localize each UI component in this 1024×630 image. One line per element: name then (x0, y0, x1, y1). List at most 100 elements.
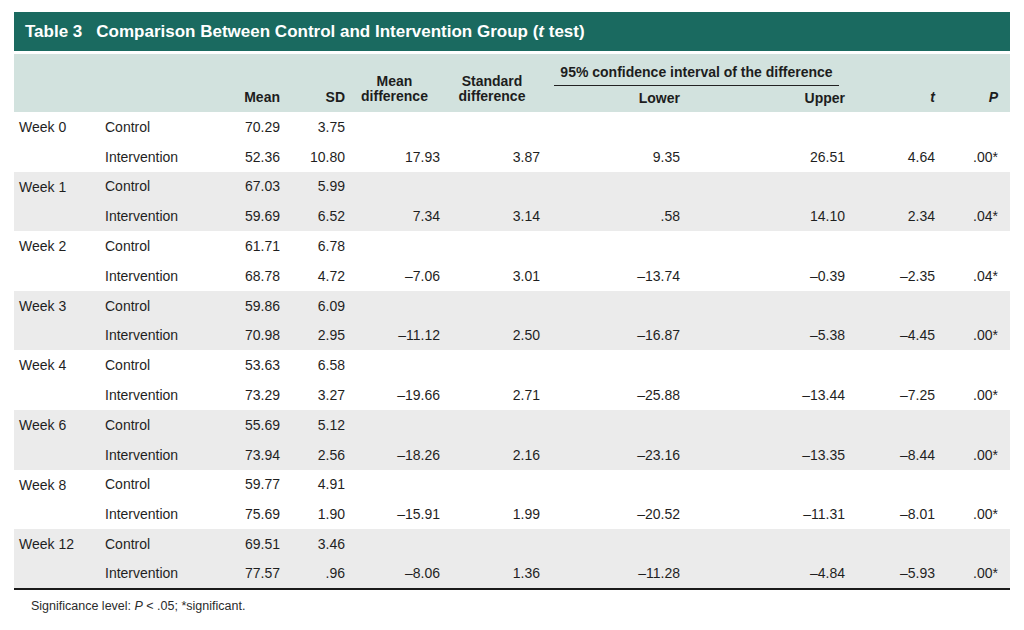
group-label: Intervention (100, 201, 230, 231)
cell-mean: 73.29 (230, 380, 284, 410)
cell-upper (684, 231, 849, 261)
cell-p: .00* (939, 321, 1010, 351)
table-title-bar: Table 3 Comparison Between Control and I… (14, 12, 1010, 51)
cell-p: .00* (939, 440, 1010, 470)
cell-mean-difference: –15.91 (349, 499, 444, 529)
cell-mean-difference: –18.26 (349, 440, 444, 470)
col-header-sd: SD (284, 54, 349, 112)
group-label: Intervention (100, 321, 230, 351)
group-label: Control (100, 410, 230, 440)
cell-t: –8.44 (849, 440, 939, 470)
cell-standard-difference: 3.14 (444, 201, 544, 231)
cell-sd: 4.91 (284, 470, 349, 500)
cell-lower (544, 470, 684, 500)
table-number: Table 3 (25, 22, 82, 42)
cell-p (939, 410, 1010, 440)
cell-standard-difference (444, 350, 544, 380)
cell-upper (684, 529, 849, 559)
cell-standard-difference (444, 291, 544, 321)
cell-sd: 5.99 (284, 172, 349, 202)
group-label: Intervention (100, 499, 230, 529)
cell-upper: –13.35 (684, 440, 849, 470)
cell-t: 2.34 (849, 201, 939, 231)
cell-t: –7.25 (849, 380, 939, 410)
cell-t (849, 231, 939, 261)
cell-sd: 1.90 (284, 499, 349, 529)
group-label: Control (100, 172, 230, 202)
table-row: Intervention 77.57 .96 –8.06 1.36 –11.28… (14, 559, 1010, 589)
cell-mean: 77.57 (230, 559, 284, 589)
cell-mean-difference (349, 231, 444, 261)
cell-t: –2.35 (849, 261, 939, 291)
group-label: Control (100, 112, 230, 142)
cell-t: 4.64 (849, 142, 939, 172)
cell-standard-difference: 1.36 (444, 559, 544, 589)
table-row: Intervention 73.94 2.56 –18.26 2.16 –23.… (14, 440, 1010, 470)
table-row: Intervention 52.36 10.80 17.93 3.87 9.35… (14, 142, 1010, 172)
cell-lower (544, 231, 684, 261)
week-label: Week 2 (14, 231, 100, 291)
table-row: Week 3 Control 59.86 6.09 (14, 291, 1010, 321)
cell-lower (544, 529, 684, 559)
cell-mean: 69.51 (230, 529, 284, 559)
cell-standard-difference: 2.71 (444, 380, 544, 410)
col-header-empty (14, 54, 230, 112)
week-label: Week 0 (14, 112, 100, 172)
cell-mean: 75.69 (230, 499, 284, 529)
cell-mean-difference (349, 112, 444, 142)
cell-t (849, 172, 939, 202)
cell-standard-difference: 2.16 (444, 440, 544, 470)
table-row: Week 6 Control 55.69 5.12 (14, 410, 1010, 440)
table-row: Intervention 68.78 4.72 –7.06 3.01 –13.7… (14, 261, 1010, 291)
cell-mean-difference (349, 350, 444, 380)
cell-sd: 4.72 (284, 261, 349, 291)
cell-t (849, 291, 939, 321)
cell-standard-difference: 2.50 (444, 321, 544, 351)
cell-upper (684, 350, 849, 380)
col-header-p: P (939, 54, 1010, 112)
cell-lower (544, 291, 684, 321)
cell-p (939, 350, 1010, 380)
cell-mean-difference: –7.06 (349, 261, 444, 291)
cell-sd: .96 (284, 559, 349, 589)
header-row-1: Mean SD Mean difference Standard differe… (14, 54, 1010, 86)
group-label: Intervention (100, 380, 230, 410)
cell-standard-difference: 3.01 (444, 261, 544, 291)
table-row: Intervention 75.69 1.90 –15.91 1.99 –20.… (14, 499, 1010, 529)
cell-upper: –0.39 (684, 261, 849, 291)
cell-lower: –16.87 (544, 321, 684, 351)
cell-sd: 2.95 (284, 321, 349, 351)
cell-mean: 68.78 (230, 261, 284, 291)
cell-standard-difference (444, 529, 544, 559)
cell-lower (544, 112, 684, 142)
cell-mean: 59.77 (230, 470, 284, 500)
cell-mean-difference: 17.93 (349, 142, 444, 172)
cell-t: –4.45 (849, 321, 939, 351)
cell-p: .00* (939, 559, 1010, 589)
cell-mean: 61.71 (230, 231, 284, 261)
col-header-mean-difference: Mean difference (349, 54, 444, 112)
cell-t (849, 350, 939, 380)
cell-mean: 59.86 (230, 291, 284, 321)
cell-mean-difference (349, 470, 444, 500)
cell-upper: –5.38 (684, 321, 849, 351)
cell-standard-difference (444, 410, 544, 440)
paper-table-figure: Table 3 Comparison Between Control and I… (0, 0, 1024, 613)
cell-p (939, 231, 1010, 261)
week-label: Week 8 (14, 470, 100, 530)
cell-lower (544, 172, 684, 202)
cell-mean: 70.98 (230, 321, 284, 351)
table-row: Week 2 Control 61.71 6.78 (14, 231, 1010, 261)
cell-mean-difference (349, 410, 444, 440)
cell-sd: 6.09 (284, 291, 349, 321)
cell-p: .00* (939, 380, 1010, 410)
table-title: Comparison Between Control and Intervent… (96, 22, 584, 42)
cell-upper: 14.10 (684, 201, 849, 231)
cell-sd: 6.52 (284, 201, 349, 231)
cell-standard-difference: 1.99 (444, 499, 544, 529)
col-header-confidence-interval: 95% confidence interval of the differenc… (544, 54, 849, 86)
week-label: Week 4 (14, 350, 100, 410)
cell-upper: –13.44 (684, 380, 849, 410)
cell-sd: 2.56 (284, 440, 349, 470)
cell-upper (684, 410, 849, 440)
